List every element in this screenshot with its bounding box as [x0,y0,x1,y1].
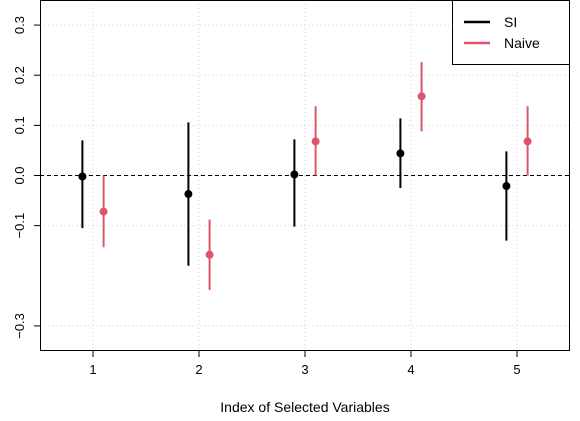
x-tick-label: 2 [195,362,202,377]
x-tick-label: 5 [513,362,520,377]
point-estimate [78,172,87,181]
y-tick-label: −0.3 [12,313,27,339]
grid-lines [40,0,570,351]
point-estimate [311,137,320,146]
legend-box [452,0,570,65]
point-estimate [417,92,426,101]
x-tick-label: 4 [407,362,414,377]
series-si [78,118,511,266]
series-naive [99,62,532,290]
y-tick-label: −0.1 [12,213,27,239]
point-estimate [184,190,193,199]
x-axis-title: Index of Selected Variables [220,399,389,415]
y-tick-label: 0.2 [12,66,27,84]
x-tick-label: 1 [89,362,96,377]
y-axis: −0.3 −0.1 0.0 0.1 0.2 0.3 [12,16,40,339]
x-tick-label: 3 [301,362,308,377]
legend-label-naive: Naive [504,35,540,51]
point-estimate [205,250,214,259]
plot-frame [40,0,570,351]
point-estimate [523,137,532,146]
y-tick-label: 0.1 [12,116,27,134]
point-estimate [396,149,405,158]
point-estimate [290,170,299,179]
legend: SI Naive [452,0,570,65]
legend-label-si: SI [504,14,517,30]
y-tick-label: 0.0 [12,166,27,184]
point-estimate [99,207,108,216]
y-tick-label: 0.3 [12,16,27,34]
point-estimate [502,182,511,191]
x-axis: 1 2 3 4 5 [89,351,521,377]
data-series [78,62,532,290]
